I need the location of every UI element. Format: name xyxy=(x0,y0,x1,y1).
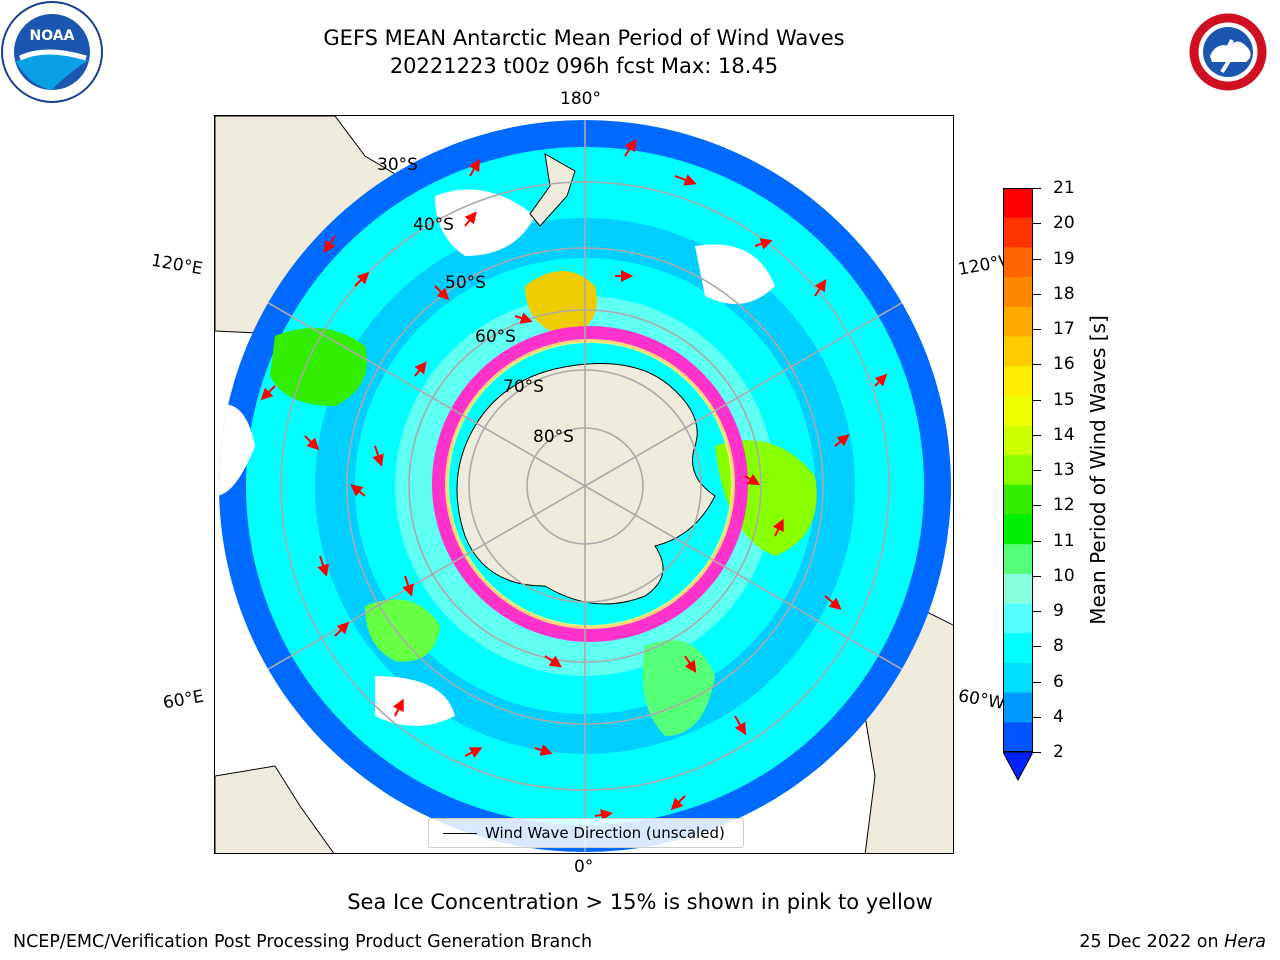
lat-label-50s: 50°S xyxy=(445,273,486,293)
colorbar-segment xyxy=(1003,336,1033,367)
lat-label-30s: 30°S xyxy=(377,155,418,175)
noaa-logo: NOAA xyxy=(1,1,103,103)
colorbar-tick xyxy=(1033,505,1041,507)
colorbar-segment xyxy=(1003,425,1033,456)
lat-label-60s: 60°S xyxy=(475,327,516,347)
colorbar-segment xyxy=(1003,188,1033,219)
colorbar-tick xyxy=(1033,752,1041,753)
colorbar-tick-label: 4 xyxy=(1053,706,1064,727)
colorbar-tick-label: 20 xyxy=(1053,213,1075,234)
footer-host: Hera xyxy=(1224,932,1266,952)
colorbar-tick xyxy=(1033,223,1041,225)
colorbar-tick xyxy=(1033,258,1041,260)
colorbar-segment xyxy=(1003,306,1033,337)
colorbar-tick-label: 9 xyxy=(1053,601,1064,621)
colorbar-tick-label: 10 xyxy=(1053,565,1075,586)
colorbar-tick xyxy=(1033,646,1041,648)
colorbar-segment xyxy=(1003,633,1033,664)
colorbar-tick xyxy=(1033,540,1041,542)
colorbar-tick-label: 15 xyxy=(1053,389,1075,410)
colorbar-segment xyxy=(1003,395,1033,426)
land-antarctica xyxy=(456,363,716,605)
footer-credit: NCEP/EMC/Verification Post Processing Pr… xyxy=(13,932,593,952)
land-new-zealand xyxy=(529,153,576,227)
caption: Sea Ice Concentration > 15% is shown in … xyxy=(347,890,933,914)
wave-patch-green-2 xyxy=(365,599,440,662)
ice-free-white-1 xyxy=(435,189,535,256)
legend-label: Wind Wave Direction (unscaled) xyxy=(485,824,725,842)
colorbar xyxy=(1003,188,1033,752)
colorbar-tick xyxy=(1033,329,1041,330)
colorbar-segment xyxy=(1003,277,1033,308)
ice-free-white-2 xyxy=(695,244,775,304)
wave-patch-green-1 xyxy=(270,328,367,406)
chart-title: GEFS MEAN Antarctic Mean Period of Wind … xyxy=(323,26,845,50)
wind-wave-arrows xyxy=(260,139,888,821)
colorbar-tick-label: 2 xyxy=(1053,742,1064,762)
ice-free-white-3 xyxy=(219,404,255,496)
colorbar-tick xyxy=(1033,470,1041,471)
colorbar-segment xyxy=(1003,247,1033,278)
colorbar-segment xyxy=(1003,544,1033,575)
colorbar-segment xyxy=(1003,455,1033,486)
lon-label-60e: 60°E xyxy=(161,686,206,714)
colorbar-segment xyxy=(1003,603,1033,634)
colorbar-tick xyxy=(1033,575,1041,577)
colorbar-segment xyxy=(1003,573,1033,605)
colorbar-segment xyxy=(1003,692,1033,723)
land-africa xyxy=(215,765,335,853)
nws-logo xyxy=(1178,2,1278,102)
colorbar-segment xyxy=(1003,366,1033,397)
chart-subtitle: 20221223 t00z 096h fcst Max: 18.45 xyxy=(389,54,779,78)
colorbar-segment xyxy=(1003,722,1033,752)
lat-label-80s: 80°S xyxy=(533,427,574,447)
footer-date: 25 Dec 2022 on Hera xyxy=(1079,932,1266,952)
colorbar-segment xyxy=(1003,662,1033,694)
colorbar-tick-label: 12 xyxy=(1053,495,1075,516)
colorbar-tick-label: 8 xyxy=(1053,636,1064,657)
colorbar-tick xyxy=(1033,681,1041,683)
colorbar-tick xyxy=(1033,611,1041,612)
colorbar-tick-label: 17 xyxy=(1053,319,1075,339)
ice-free-white-4 xyxy=(375,676,455,726)
graticule xyxy=(219,120,951,852)
legend-line-sample xyxy=(443,832,477,834)
colorbar-tick xyxy=(1033,293,1041,295)
lon-label-60w: 60°W xyxy=(956,686,1007,714)
lon-label-120e: 120°E xyxy=(149,250,205,280)
colorbar-tick xyxy=(1033,716,1041,718)
colorbar-tick-label: 11 xyxy=(1053,530,1075,551)
map-legend: Wind Wave Direction (unscaled) xyxy=(428,818,744,848)
footer-date-text: 25 Dec 2022 on xyxy=(1079,932,1225,952)
colorbar-tick-label: 6 xyxy=(1053,671,1064,692)
colorbar-tick-label: 21 xyxy=(1053,178,1075,198)
colorbar-tick xyxy=(1033,364,1041,366)
colorbar-extend-min xyxy=(1003,752,1033,782)
colorbar-tick-label: 13 xyxy=(1053,460,1075,480)
colorbar-tick-label: 19 xyxy=(1053,248,1075,269)
colorbar-tick-label: 18 xyxy=(1053,283,1075,304)
lat-label-70s: 70°S xyxy=(503,377,544,397)
colorbar-tick xyxy=(1033,434,1041,436)
wave-patch-yellow xyxy=(525,271,597,336)
colorbar-segment xyxy=(1003,217,1033,248)
colorbar-segment xyxy=(1003,514,1033,545)
colorbar-tick-label: 16 xyxy=(1053,354,1075,375)
colorbar-tick-label: 14 xyxy=(1053,424,1075,445)
colorbar-label: Mean Period of Wind Waves [s] xyxy=(1086,315,1110,625)
lon-label-0: 0° xyxy=(574,857,594,877)
colorbar-tick xyxy=(1033,188,1041,189)
colorbar-tick xyxy=(1033,399,1041,401)
lon-label-180: 180° xyxy=(560,89,601,109)
sea-ice-ring xyxy=(432,326,748,642)
map-frame: 30°S 40°S 50°S 60°S 70°S 80°S xyxy=(214,115,954,854)
polar-map: 30°S 40°S 50°S 60°S 70°S 80°S xyxy=(215,116,953,853)
colorbar-segment xyxy=(1003,484,1033,516)
lat-label-40s: 40°S xyxy=(413,215,454,235)
noaa-logo-text: NOAA xyxy=(30,28,75,44)
